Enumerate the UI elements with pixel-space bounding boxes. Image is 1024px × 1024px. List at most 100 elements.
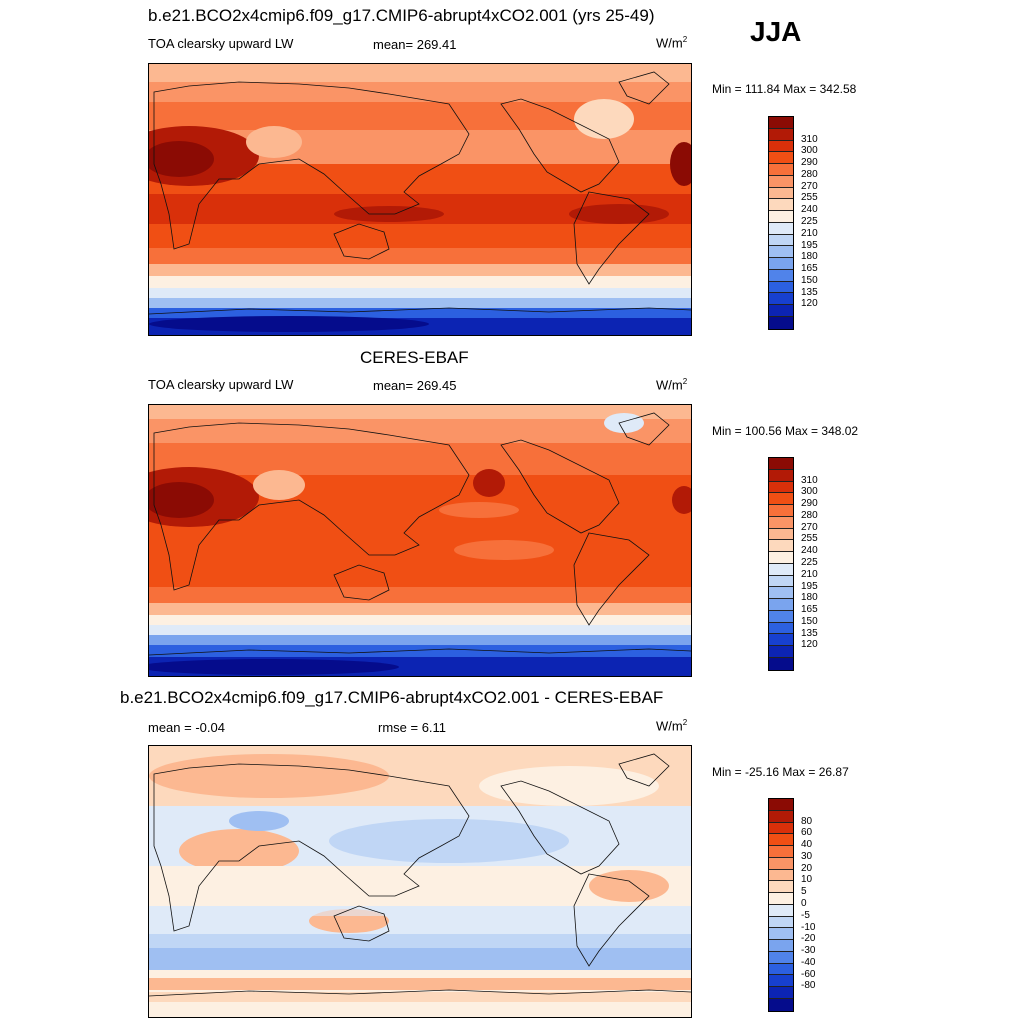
panel-model-colorbar-swatch <box>769 199 793 212</box>
panel-diff-colorbar-swatch <box>769 810 793 823</box>
panel-obs-colorbar-swatch <box>769 505 793 517</box>
panel-obs-colorbar-swatch <box>769 610 793 623</box>
panel-diff-title: b.e21.BCO2x4cmip6.f09_g17.CMIP6-abrupt4x… <box>120 688 664 707</box>
panel-diff-colorbar-swatch <box>769 857 793 870</box>
panel-diff-colorbar-label: -40 <box>801 956 816 968</box>
panel-model-colorbar-swatch <box>769 164 793 176</box>
panel-diff-colorbar-swatch <box>769 881 793 894</box>
panel-obs-colorbar-swatch <box>769 516 793 529</box>
panel-diff-colorbar-swatch <box>769 904 793 917</box>
panel-diff-colorbar-label: -80 <box>801 980 816 992</box>
panel-diff-colorbar-swatch <box>769 869 793 882</box>
panel-model-colorbar-swatch <box>769 269 793 282</box>
panel-diff-colorbar-label: -5 <box>801 909 810 921</box>
panel-model-colorbar-swatch <box>769 281 793 294</box>
panel-model-colorbar-swatch <box>769 293 793 306</box>
panel-obs-colorbar-label: 195 <box>801 580 818 592</box>
panel-obs-colorbar-label: 225 <box>801 557 818 568</box>
panel-model-colorbar <box>768 116 794 330</box>
panel-diff-units: W/m2 <box>656 718 688 734</box>
panel-model-colorbar-label: 135 <box>801 286 818 298</box>
panel-diff-colorbar-swatch <box>769 893 793 905</box>
panel-diff-rmse: rmse = 6.11 <box>378 720 447 735</box>
panel-obs-colorbar-label: 180 <box>801 592 818 604</box>
panel-model-colorbar-swatch <box>769 305 793 318</box>
panel-diff-colorbar-swatch <box>769 834 793 847</box>
panel-obs-colorbar-swatch <box>769 528 793 541</box>
panel-model-title: b.e21.BCO2x4cmip6.f09_g17.CMIP6-abrupt4x… <box>148 6 655 25</box>
panel-model-units: W/m2 <box>656 35 688 51</box>
panel-diff-colorbar-label: -20 <box>801 933 816 945</box>
panel-model-colorbar-label: 290 <box>801 157 818 169</box>
panel-diff-colorbar <box>768 798 794 1012</box>
panel-diff-map-svg <box>149 746 691 1017</box>
panel-diff-colorbar-swatch <box>769 799 793 811</box>
panel-model-colorbar-label: 165 <box>801 263 818 275</box>
panel-obs-colorbar-label: 150 <box>801 615 818 627</box>
panel-diff-colorbar-swatch <box>769 951 793 964</box>
panel-diff-map <box>148 745 692 1018</box>
panel-model-colorbar-swatch <box>769 128 793 141</box>
panel-obs-colorbar-swatch <box>769 540 793 553</box>
panel-obs-colorbar-swatch <box>769 646 793 659</box>
panel-obs-colorbar-label: 165 <box>801 604 818 616</box>
panel-obs-colorbar-label: 300 <box>801 486 818 498</box>
panel-obs-minmax: Min = 100.56 Max = 348.02 <box>712 424 859 438</box>
panel-obs-colorbar-label: 255 <box>801 533 818 545</box>
panel-diff-colorbar-label: 30 <box>801 850 813 862</box>
panel-diff-mean: mean = -0.04 <box>148 720 225 735</box>
panel-diff-colorbar-label: 60 <box>801 827 813 839</box>
panel-obs-units: W/m2 <box>656 377 688 393</box>
panel-model-colorbar-label: 180 <box>801 251 818 263</box>
panel-diff-colorbar-label: 40 <box>801 839 813 851</box>
panel-model-colorbar-swatch <box>769 187 793 200</box>
panel-model-colorbar-label: 280 <box>801 168 818 180</box>
panel-diff-colorbar-swatch <box>769 963 793 976</box>
panel-obs-colorbar-label: 310 <box>801 474 818 486</box>
panel-diff-colorbar-swatch <box>769 928 793 941</box>
panel-model-mean: mean= 269.41 <box>373 37 457 52</box>
panel-obs-map-svg <box>149 405 691 676</box>
panel-obs-colorbar-label: 240 <box>801 545 818 557</box>
panel-diff-colorbar-label: 10 <box>801 874 813 886</box>
panel-obs-colorbar-swatch <box>769 469 793 482</box>
panel-model-colorbar-label: 195 <box>801 239 818 251</box>
panel-model-colorbar-swatch <box>769 317 793 329</box>
panel-obs-title: CERES-EBAF <box>360 348 469 367</box>
panel-obs-colorbar-swatch <box>769 575 793 588</box>
panel-diff-colorbar-label: 20 <box>801 862 813 874</box>
panel-model-colorbar-swatch <box>769 175 793 188</box>
panel-obs-variable: TOA clearsky upward LW <box>148 377 294 392</box>
panel-obs-colorbar-label: 210 <box>801 568 818 580</box>
panel-diff-colorbar-label: -10 <box>801 921 816 933</box>
panel-model-colorbar-swatch <box>769 211 793 223</box>
panel-obs-colorbar-swatch <box>769 552 793 564</box>
panel-obs-colorbar <box>768 457 794 671</box>
panel-diff-colorbar-label: 80 <box>801 815 813 827</box>
panel-obs-colorbar-swatch <box>769 599 793 611</box>
panel-obs-map <box>148 404 692 677</box>
panel-obs-colorbar-swatch <box>769 493 793 506</box>
panel-model-colorbar-label: 150 <box>801 274 818 286</box>
panel-diff-colorbar-label: 0 <box>801 898 807 909</box>
panel-obs-colorbar-swatch <box>769 481 793 494</box>
panel-obs-colorbar-label: 120 <box>801 639 818 651</box>
panel-model-colorbar-label: 255 <box>801 192 818 204</box>
panel-obs-colorbar-label: 270 <box>801 521 818 533</box>
panel-model-minmax: Min = 111.84 Max = 342.58 <box>712 82 857 96</box>
panel-diff-colorbar-swatch <box>769 846 793 858</box>
panel-obs-colorbar-swatch <box>769 622 793 635</box>
panel-model-map-svg <box>149 64 691 335</box>
panel-obs-colorbar-swatch <box>769 634 793 647</box>
panel-obs-colorbar-swatch <box>769 658 793 670</box>
panel-model-map <box>148 63 692 336</box>
panel-model-colorbar-swatch <box>769 140 793 153</box>
panel-obs-colorbar-label: 135 <box>801 627 818 639</box>
panel-model-colorbar-swatch <box>769 117 793 129</box>
panel-diff-colorbar-swatch <box>769 987 793 1000</box>
panel-model-variable: TOA clearsky upward LW <box>148 36 294 51</box>
panel-obs-colorbar-swatch <box>769 587 793 600</box>
panel-diff-colorbar-label: -30 <box>801 945 816 957</box>
panel-diff-colorbar-swatch <box>769 916 793 929</box>
panel-model-colorbar-swatch <box>769 246 793 259</box>
